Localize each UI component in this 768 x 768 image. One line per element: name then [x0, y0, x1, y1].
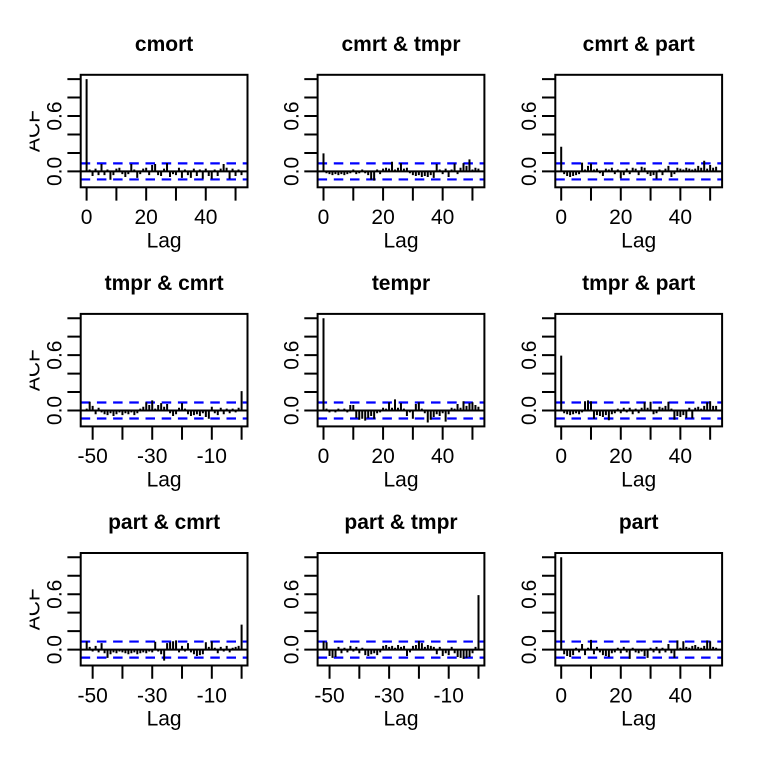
- svg-text:part: part: [619, 511, 659, 534]
- svg-text:-50: -50: [77, 445, 107, 468]
- svg-text:cmrt & part: cmrt & part: [583, 33, 695, 56]
- svg-text:cmrt & tmpr: cmrt & tmpr: [341, 33, 460, 56]
- svg-text:Lag: Lag: [383, 708, 418, 731]
- svg-text:-30: -30: [137, 445, 167, 468]
- svg-text:-10: -10: [197, 684, 227, 707]
- svg-text:40: 40: [669, 206, 692, 229]
- svg-text:0.0: 0.0: [518, 635, 541, 664]
- svg-text:0.6: 0.6: [280, 341, 303, 370]
- svg-text:Lag: Lag: [147, 468, 182, 491]
- svg-text:0.6: 0.6: [44, 341, 67, 370]
- svg-text:Lag: Lag: [147, 708, 182, 731]
- svg-text:40: 40: [669, 684, 692, 707]
- svg-text:Lag: Lag: [621, 708, 656, 731]
- svg-text:20: 20: [371, 206, 394, 229]
- svg-text:Lag: Lag: [383, 468, 418, 491]
- svg-text:part & tmpr: part & tmpr: [344, 511, 457, 534]
- svg-text:20: 20: [135, 206, 158, 229]
- svg-text:-30: -30: [137, 684, 167, 707]
- svg-text:-50: -50: [77, 684, 107, 707]
- svg-text:Lag: Lag: [621, 229, 656, 252]
- svg-text:ACF: ACF: [22, 588, 45, 630]
- svg-text:part & cmrt: part & cmrt: [108, 511, 220, 534]
- svg-text:Lag: Lag: [147, 229, 182, 252]
- svg-text:20: 20: [371, 445, 394, 468]
- svg-text:0: 0: [318, 206, 330, 229]
- svg-text:0.0: 0.0: [280, 396, 303, 425]
- svg-text:0: 0: [555, 206, 567, 229]
- svg-text:0.0: 0.0: [44, 157, 67, 186]
- svg-text:40: 40: [194, 206, 217, 229]
- svg-text:ACF: ACF: [22, 110, 45, 152]
- svg-text:0: 0: [555, 445, 567, 468]
- svg-text:20: 20: [609, 445, 632, 468]
- svg-text:-50: -50: [314, 684, 344, 707]
- svg-text:tmpr & cmrt: tmpr & cmrt: [105, 272, 224, 295]
- svg-text:0.6: 0.6: [518, 580, 541, 609]
- svg-text:20: 20: [609, 206, 632, 229]
- svg-text:0: 0: [81, 206, 93, 229]
- svg-text:20: 20: [609, 684, 632, 707]
- svg-text:0.6: 0.6: [44, 101, 67, 130]
- svg-text:0.6: 0.6: [518, 341, 541, 370]
- svg-text:0.6: 0.6: [280, 101, 303, 130]
- svg-text:-30: -30: [374, 684, 404, 707]
- svg-text:Lag: Lag: [621, 468, 656, 491]
- svg-text:40: 40: [669, 445, 692, 468]
- svg-text:0.0: 0.0: [44, 635, 67, 664]
- svg-text:0.6: 0.6: [44, 580, 67, 609]
- svg-text:Lag: Lag: [383, 229, 418, 252]
- svg-text:tmpr & part: tmpr & part: [582, 272, 695, 295]
- svg-text:cmort: cmort: [135, 33, 193, 56]
- svg-text:0: 0: [555, 684, 567, 707]
- svg-text:0.0: 0.0: [280, 157, 303, 186]
- svg-text:0.0: 0.0: [280, 635, 303, 664]
- svg-text:0.6: 0.6: [518, 101, 541, 130]
- svg-text:40: 40: [431, 206, 454, 229]
- svg-text:-10: -10: [434, 684, 464, 707]
- svg-text:0.0: 0.0: [44, 396, 67, 425]
- svg-text:0.0: 0.0: [518, 157, 541, 186]
- svg-text:0.6: 0.6: [280, 580, 303, 609]
- svg-text:-10: -10: [197, 445, 227, 468]
- svg-text:40: 40: [431, 445, 454, 468]
- svg-text:ACF: ACF: [22, 349, 45, 391]
- svg-text:0: 0: [318, 445, 330, 468]
- svg-text:tempr: tempr: [372, 272, 430, 295]
- svg-text:0.0: 0.0: [518, 396, 541, 425]
